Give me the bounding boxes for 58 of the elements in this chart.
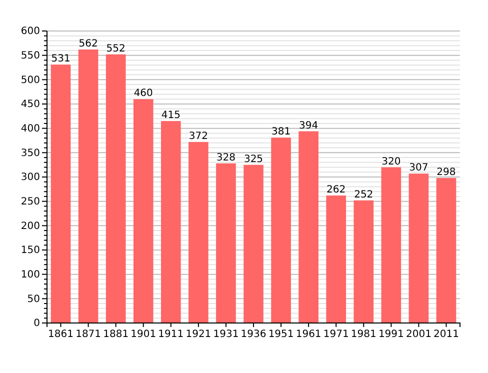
x-tick-label: 1871 [76,329,102,340]
y-tick-label: 300 [20,172,40,184]
data-label: 328 [216,152,236,164]
x-tick-label: 1911 [158,329,184,340]
data-label: 394 [299,120,318,132]
bar [436,178,456,323]
x-tick-label: 2011 [434,329,459,340]
data-label: 262 [326,184,346,196]
y-tick-label: 350 [20,148,40,159]
y-tick-label: 450 [20,99,40,110]
x-tick-label: 1921 [186,329,212,340]
bar [298,131,318,323]
x-tick-label: 1861 [48,329,74,340]
x-tick-label: 1971 [323,329,349,340]
data-label: 298 [436,166,456,178]
x-tick-label: 1936 [240,329,266,340]
y-tick-label: 250 [20,196,40,208]
data-label: 531 [51,54,70,65]
data-label: 552 [106,43,126,54]
data-label: 252 [354,189,374,200]
x-tick-label: 1961 [296,329,322,340]
data-label: 381 [271,126,291,138]
bar [78,49,98,323]
x-tick-label: 1881 [103,329,129,340]
bar [408,174,429,323]
bar [133,99,154,323]
bar [271,138,291,323]
x-tick-label: 1951 [268,329,294,340]
y-tick-label: 0 [34,318,40,330]
bar [326,195,346,323]
data-label: 372 [188,130,208,142]
y-tick-label: 400 [20,124,40,135]
bar [216,163,236,323]
bar [244,164,264,323]
y-tick-label: 200 [20,220,40,232]
data-label: 320 [382,156,401,168]
x-tick-label: 1901 [130,329,156,340]
bar [160,121,181,323]
y-tick-label: 500 [20,74,40,86]
y-tick-label: 550 [20,50,40,62]
bar [106,54,126,323]
bar [188,142,208,323]
x-tick-label: 2001 [406,329,432,340]
data-label: 307 [409,162,428,174]
data-label: 562 [78,38,98,50]
x-tick-label: 1991 [378,329,404,340]
y-tick-label: 600 [20,26,40,38]
bar [381,167,402,323]
x-tick-label: 1931 [213,329,239,340]
y-tick-label: 50 [27,294,40,305]
y-tick-label: 150 [20,245,40,256]
x-tick-label: 1981 [350,329,376,340]
data-label: 325 [244,154,264,165]
y-tick-label: 100 [20,270,40,281]
bar [50,64,71,323]
data-label: 415 [161,110,180,122]
bar [354,200,374,323]
data-label: 460 [134,88,153,100]
